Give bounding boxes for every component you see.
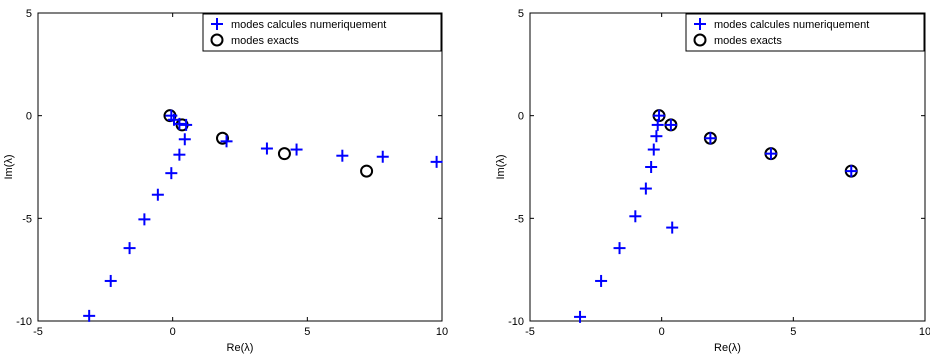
x-tick-label: 0 xyxy=(170,326,176,338)
series-computed-modes xyxy=(83,109,443,322)
x-tick-label: -5 xyxy=(525,326,535,338)
data-point-plus xyxy=(83,309,96,322)
data-point-plus xyxy=(764,147,777,160)
legend-label: modes exacts xyxy=(714,35,782,47)
y-tick-label: -10 xyxy=(508,316,524,328)
x-tick-label: 5 xyxy=(304,326,310,338)
x-axis-label: Re(λ) xyxy=(227,342,254,354)
plot-area xyxy=(529,12,926,322)
data-point-plus xyxy=(666,221,679,234)
y-tick-label: 5 xyxy=(518,8,524,20)
data-point-plus xyxy=(220,135,233,148)
data-point-plus xyxy=(613,242,626,255)
data-point-plus xyxy=(574,310,587,323)
y-tick-label: 5 xyxy=(26,8,32,20)
legend-marker-circle xyxy=(210,33,224,47)
data-point-plus xyxy=(165,167,178,180)
data-point-plus xyxy=(664,118,677,131)
data-point-plus xyxy=(260,142,273,155)
data-point-plus xyxy=(336,149,349,162)
data-point-plus xyxy=(650,130,663,143)
data-point-circle xyxy=(277,147,291,161)
y-tick-label: -5 xyxy=(514,213,524,225)
legend: modes calcules numeriquement modes exacts xyxy=(685,13,925,52)
data-point-plus xyxy=(173,148,186,161)
data-point-plus xyxy=(123,242,136,255)
legend-label: modes exacts xyxy=(231,35,299,47)
legend-label: modes calcules numeriquement xyxy=(231,19,386,31)
data-point-plus xyxy=(845,165,858,178)
y-tick-label: -10 xyxy=(16,316,32,328)
x-tick-label: 0 xyxy=(659,326,665,338)
data-point-plus xyxy=(178,133,191,146)
y-axis-label: Im(λ) xyxy=(495,154,507,179)
x-tick-label: 5 xyxy=(790,326,796,338)
data-point-circle xyxy=(360,164,374,178)
y-tick-label: -5 xyxy=(22,213,32,225)
legend-marker-plus xyxy=(694,18,706,30)
y-tick-label: 0 xyxy=(26,111,32,123)
data-point-plus xyxy=(645,161,658,173)
x-tick-label: 10 xyxy=(919,326,930,338)
legend-box xyxy=(202,13,442,52)
data-point-plus xyxy=(165,109,178,122)
data-point-plus xyxy=(704,132,717,145)
data-point-plus xyxy=(290,143,303,156)
legend-label: modes calcules numeriquement xyxy=(714,19,869,31)
data-point-plus xyxy=(651,118,664,131)
legend: modes calcules numeriquement modes exacts xyxy=(202,13,442,52)
y-axis-label: Im(λ) xyxy=(3,154,15,179)
data-point-circle xyxy=(215,131,229,145)
x-axis-label: Re(λ) xyxy=(714,342,741,354)
data-point-plus xyxy=(430,155,443,168)
data-point-plus xyxy=(653,109,666,122)
series-computed-modes xyxy=(574,109,858,323)
data-point-plus xyxy=(180,118,193,131)
data-point-plus xyxy=(151,188,164,201)
x-tick-label: -5 xyxy=(33,326,43,338)
plot-area xyxy=(37,12,443,322)
data-point-plus xyxy=(647,143,660,156)
legend-marker-plus xyxy=(211,18,223,30)
data-point-plus xyxy=(639,182,652,195)
data-point-plus xyxy=(595,274,608,287)
data-point-plus xyxy=(629,210,642,223)
data-point-plus xyxy=(138,213,151,226)
data-point-plus xyxy=(104,274,117,287)
legend-marker-circle xyxy=(693,33,707,47)
data-point-plus xyxy=(376,150,389,163)
y-tick-label: 0 xyxy=(518,111,524,123)
x-tick-label: 10 xyxy=(436,326,448,338)
legend-box xyxy=(685,13,925,52)
